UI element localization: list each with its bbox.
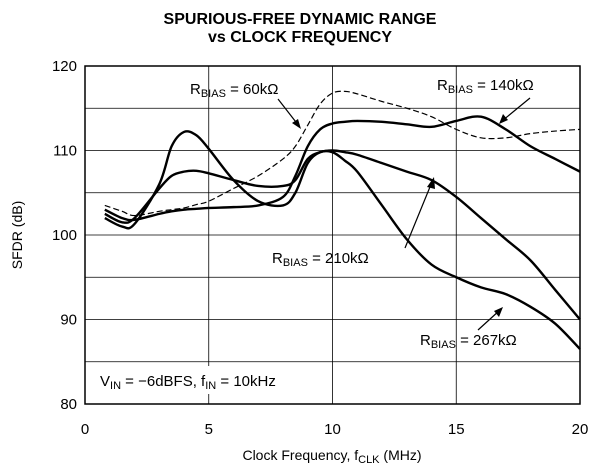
text-part: R (420, 332, 431, 349)
y-tick-label: 120 (52, 58, 77, 75)
subscript: CLK (358, 454, 380, 466)
text-part: = 140kΩ (473, 77, 534, 94)
rich-label: RBIAS = 267kΩ (420, 332, 517, 351)
arrowhead (427, 177, 435, 189)
lines (104, 90, 581, 350)
rich-label: RBIAS = 60kΩ (190, 81, 278, 100)
subscript: BIAS (201, 88, 226, 100)
x-tick-label: 20 (572, 421, 589, 438)
subscript: BIAS (283, 257, 308, 269)
y-tick-label: 90 (60, 312, 77, 329)
text-part: (MHz) (380, 447, 422, 463)
text-part: = 10kHz (216, 373, 276, 390)
text-part: = 60kΩ (226, 81, 279, 98)
subscript: BIAS (448, 84, 473, 96)
rich-label: Clock Frequency, fCLK (MHz) (242, 447, 421, 466)
text-part: R (190, 81, 201, 98)
text-part: Clock Frequency, f (242, 447, 358, 463)
rich-label: VIN = −6dBFS, fIN = 10kHz (100, 373, 276, 392)
text-part: V (100, 373, 110, 390)
subscript: IN (205, 380, 216, 392)
arrowheads (292, 114, 508, 317)
text-part: = 210kΩ (308, 250, 369, 267)
arrowhead (499, 114, 508, 124)
plot-frame (84, 65, 581, 405)
text-part: R (272, 250, 283, 267)
y-axis-label: SFDR (dB) (9, 201, 25, 269)
y-tick-label: 80 (60, 396, 77, 413)
series-line (104, 90, 581, 217)
x-tick-label: 10 (324, 421, 341, 438)
subscript: IN (110, 380, 121, 392)
arrow (404, 181, 433, 249)
series-line (104, 149, 581, 321)
arrowhead (494, 307, 503, 317)
text-part: = 267kΩ (456, 332, 517, 349)
chart-title: vs CLOCK FREQUENCY (208, 29, 392, 46)
y-tick-label: 100 (52, 227, 77, 244)
chart-title: SPURIOUS-FREE DYNAMIC RANGE (164, 11, 437, 28)
arrows (277, 97, 531, 331)
x-tick-label: 0 (81, 421, 89, 438)
note-background (95, 366, 320, 394)
x-tick-label: 15 (448, 421, 465, 438)
arrow (501, 97, 531, 122)
text-part: R (437, 77, 448, 94)
text-part: = −6dBFS, f (121, 373, 206, 390)
rich-label: RBIAS = 210kΩ (272, 250, 369, 269)
rich-label: RBIAS = 140kΩ (437, 77, 534, 96)
arrowhead (292, 119, 301, 129)
series-line (104, 115, 581, 222)
subscript: BIAS (431, 339, 456, 351)
y-tick-label: 110 (53, 143, 77, 160)
x-tick-label: 5 (205, 421, 213, 438)
series-line (104, 130, 581, 350)
